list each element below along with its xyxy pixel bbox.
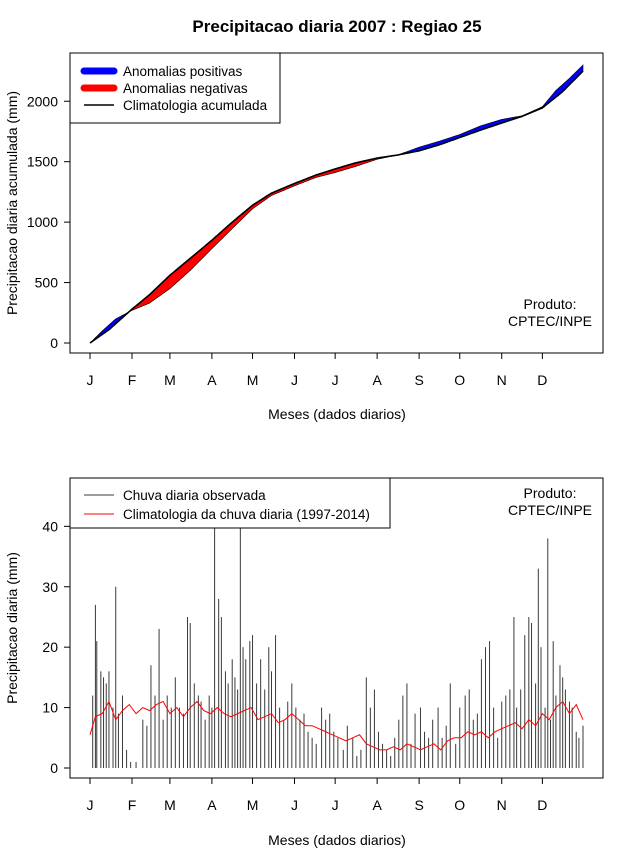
plot2-credit-line2: CPTEC/INPE <box>508 502 592 518</box>
legend-box <box>69 477 391 529</box>
x-tick-label: F <box>128 797 137 813</box>
legend-label-negative: Anomalias negativas <box>123 81 248 96</box>
x-tick-label: M <box>164 372 176 388</box>
plot2-climatology-layer <box>89 700 584 751</box>
positive-anomaly-area <box>395 64 584 156</box>
climatology-cumulative-line <box>89 70 584 344</box>
x-tick-label: M <box>247 372 259 388</box>
x-tick-label: O <box>454 797 465 813</box>
x-tick-label: J <box>332 372 339 388</box>
x-tick-label: M <box>164 797 176 813</box>
x-tick-label: O <box>454 372 465 388</box>
plot1-axes: 0 500 1000 1500 2000 J F M A M J J A S O N D <box>27 93 548 388</box>
plot1-xlabel: Meses (dados diarios) <box>268 406 406 422</box>
plot1-legend: Anomalias positivas Anomalias negativas … <box>69 52 281 124</box>
y-tick-label: 10 <box>42 700 58 716</box>
y-tick-label: 500 <box>35 275 59 291</box>
y-tick-label: 1000 <box>27 214 58 230</box>
x-tick-label: A <box>207 797 217 813</box>
x-tick-label: N <box>497 797 507 813</box>
climatology-daily-line <box>89 700 584 751</box>
plot2-axes: 0 10 20 30 40 J F M A M J J A S O N D <box>42 518 547 813</box>
y-tick-label: 2000 <box>27 93 58 109</box>
chart-title: Precipitacao diaria 2007 : Regiao 25 <box>192 17 481 36</box>
plot2-legend: Chuva diaria observada Climatologia da c… <box>69 477 391 529</box>
plot1-frame <box>69 52 604 354</box>
x-tick-label: S <box>414 797 423 813</box>
plot2-ylabel: Precipitacao diaria (mm) <box>4 552 20 704</box>
plot1-credit-line2: CPTEC/INPE <box>508 313 592 329</box>
y-tick-label: 20 <box>42 639 58 655</box>
legend-label-positive: Anomalias positivas <box>123 64 243 79</box>
x-tick-label: J <box>87 797 94 813</box>
plot2-observed-bars <box>92 478 584 768</box>
y-tick-label: 0 <box>50 760 58 776</box>
x-tick-label: N <box>497 372 507 388</box>
x-tick-label: A <box>207 372 217 388</box>
plot2-credit-line1: Produto: <box>524 485 577 501</box>
plot1-credit-line1: Produto: <box>524 296 577 312</box>
x-tick-label: A <box>372 797 382 813</box>
y-tick-label: 0 <box>50 335 58 351</box>
y-tick-label: 40 <box>42 518 58 534</box>
x-tick-label: J <box>87 372 94 388</box>
negative-anomaly-area <box>127 154 397 314</box>
y-tick-label: 30 <box>42 579 58 595</box>
plot1-ylabel: Precipitacao diaria acumulada (mm) <box>4 91 20 315</box>
legend-label-climatology: Climatologia acumulada <box>123 98 268 113</box>
x-tick-label: D <box>537 797 547 813</box>
x-tick-label: D <box>537 372 547 388</box>
x-tick-label: J <box>291 797 298 813</box>
plot2-xlabel: Meses (dados diarios) <box>268 832 406 848</box>
legend-label-climatology-daily: Climatologia da chuva diaria (1997-2014) <box>123 507 370 522</box>
legend-label-observed: Chuva diaria observada <box>123 488 266 503</box>
x-tick-label: A <box>372 372 382 388</box>
y-tick-label: 1500 <box>27 154 58 170</box>
x-tick-label: J <box>332 797 339 813</box>
x-tick-label: S <box>414 372 423 388</box>
x-tick-label: J <box>291 372 298 388</box>
plot1-climatology-layer <box>89 70 584 344</box>
x-tick-label: M <box>247 797 259 813</box>
x-tick-label: F <box>128 372 137 388</box>
